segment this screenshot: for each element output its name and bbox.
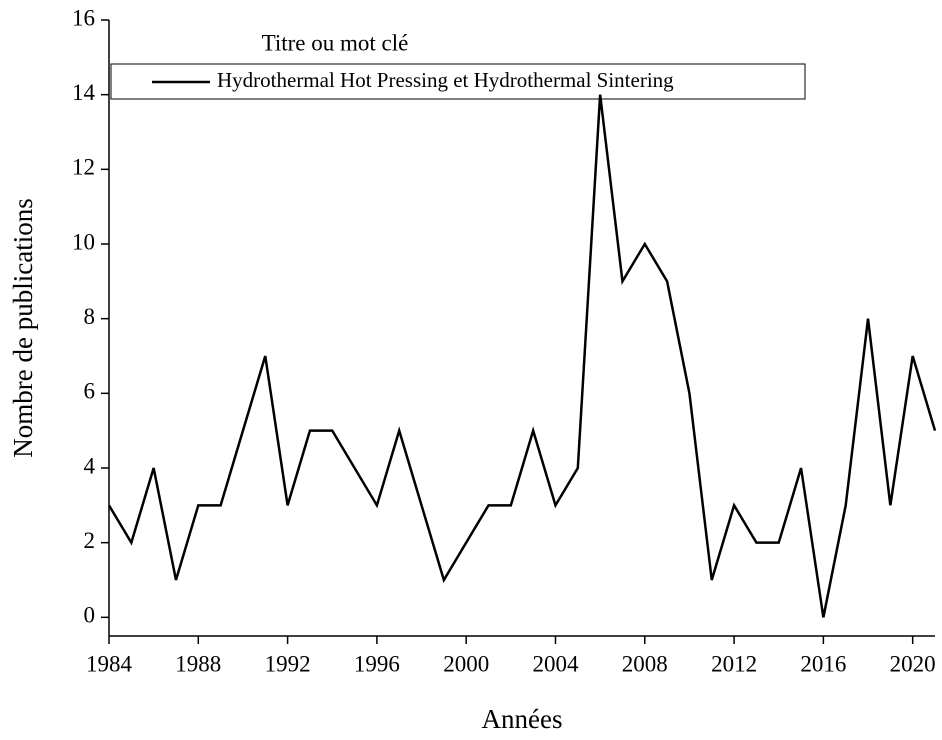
legend-title: Titre ou mot clé [262,30,409,55]
x-tick-label: 2000 [443,651,489,676]
data-line [107,94,937,618]
x-tick-label: 2008 [622,651,668,676]
legend-box [110,63,806,100]
y-tick-label: 10 [72,229,95,254]
y-tick-label: 2 [84,528,96,553]
y-tick-label: 14 [72,80,96,105]
x-tick-label: 2020 [890,651,936,676]
x-tick-label: 2016 [800,651,846,676]
y-tick-label: 4 [84,453,96,478]
legend-label: Hydrothermal Hot Pressing et Hydrotherma… [217,68,674,92]
y-tick-label: 16 [72,5,95,30]
y-axis-label: Nombre de publications [8,198,38,457]
x-tick-label: 1984 [86,651,133,676]
x-tick-label: 2004 [532,651,579,676]
x-tick-label: 1988 [175,651,221,676]
y-tick-label: 0 [84,603,96,628]
x-tick-label: 1992 [265,651,311,676]
y-tick-label: 6 [84,379,96,404]
y-tick-label: 8 [84,304,96,329]
x-axis-label: Années [482,704,563,734]
x-tick-label: 1996 [354,651,400,676]
y-tick-label: 12 [72,155,95,180]
x-tick-label: 2012 [711,651,757,676]
